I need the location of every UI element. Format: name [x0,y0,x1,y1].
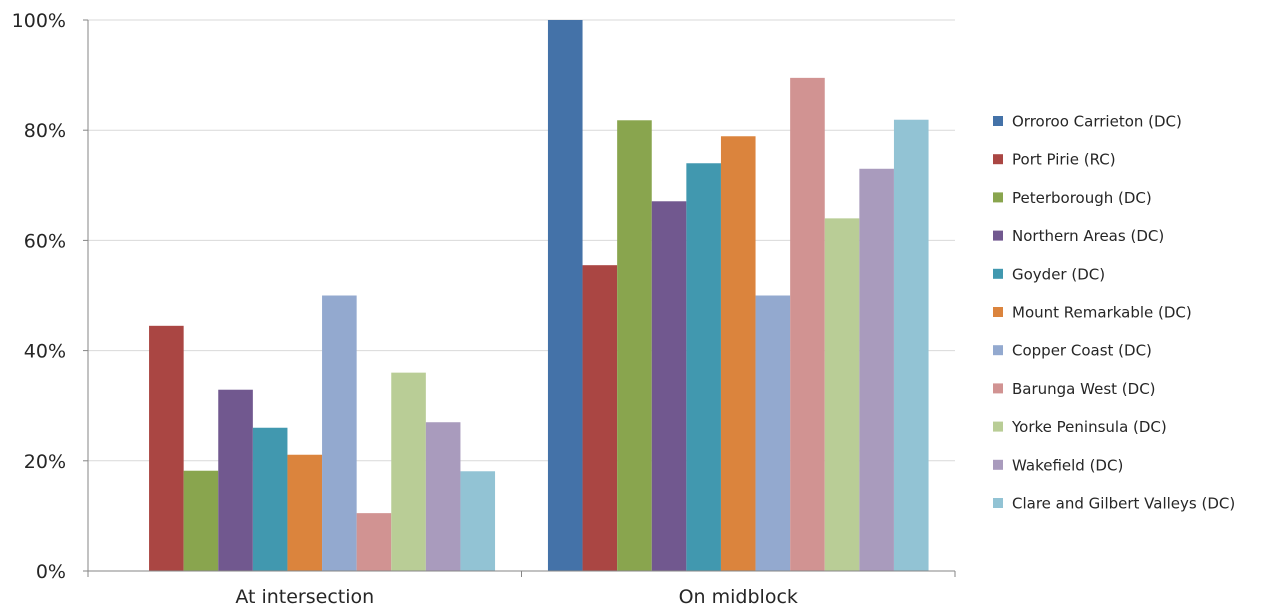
legend-item: Orroroo Carrieton (DC) [993,113,1182,131]
bar [617,120,652,571]
legend-label: Port Pirie (RC) [1012,151,1116,169]
legend-label: Copper Coast (DC) [1012,342,1152,360]
legend-swatch [993,154,1003,165]
x-category-label: At intersection [235,586,374,608]
bar [391,372,426,571]
legend-swatch [993,421,1003,432]
bar [859,168,894,571]
legend-swatch [993,383,1003,394]
legend-swatch [993,116,1003,126]
legend-item: Peterborough (DC) [993,189,1152,207]
legend-item: Northern Areas (DC) [993,227,1164,245]
legend-swatch [993,230,1003,241]
bar [720,136,756,571]
legend-item: Port Pirie (RC) [993,151,1116,169]
legend-item: Wakefield (DC) [993,456,1123,474]
legend-item: Yorke Peninsula (DC) [993,418,1167,436]
bar [460,471,496,571]
y-tick-label: 40% [24,341,66,363]
bars [149,20,929,572]
bar [582,265,618,571]
bar [686,163,721,571]
legend-label: Goyder (DC) [1012,265,1105,283]
x-axis-category-labels: At intersection On midblock [235,586,798,608]
bar [356,513,392,571]
bar [218,389,253,571]
bar [893,119,929,571]
bar [651,201,687,571]
legend-label: Northern Areas (DC) [1012,227,1164,245]
legend-item: Clare and Gilbert Valleys (DC) [993,495,1235,513]
bar [252,427,288,571]
x-category-label: On midblock [679,586,798,608]
legend-label: Wakefield (DC) [1012,456,1123,474]
legend-label: Barunga West (DC) [1012,380,1156,398]
bar [322,295,357,571]
y-tick-label: 80% [24,120,66,142]
legend-swatch [993,192,1003,203]
legend-swatch [993,345,1003,356]
bar [183,470,219,571]
axes [87,20,956,577]
legend-item: Barunga West (DC) [993,380,1156,398]
legend-item: Mount Remarkable (DC) [993,304,1192,322]
bar [824,218,860,572]
bar [425,422,461,571]
legend-label: Peterborough (DC) [1012,189,1152,207]
legend-swatch [993,459,1003,470]
legend-item: Goyder (DC) [993,265,1105,283]
y-tick-label: 100% [12,10,66,32]
bar [287,454,323,571]
bar [149,325,184,571]
bar [755,295,791,571]
legend: Orroroo Carrieton (DC) Port Pirie (RC) Pet… [993,113,1235,513]
legend-item: Copper Coast (DC) [993,342,1152,360]
legend-swatch [993,307,1003,317]
y-axis-tick-labels: 0% 20% 40% 60% 80% 100% [12,10,66,583]
bar [790,77,825,572]
legend-label: Clare and Gilbert Valleys (DC) [1012,495,1235,513]
legend-label: Yorke Peninsula (DC) [1011,418,1167,436]
legend-label: Mount Remarkable (DC) [1012,304,1192,322]
y-tick-label: 60% [24,230,66,252]
legend-label: Orroroo Carrieton (DC) [1012,113,1182,131]
legend-swatch [993,498,1003,508]
y-tick-label: 20% [24,451,66,473]
bar [547,20,583,571]
legend-swatch [993,268,1003,279]
y-tick-label: 0% [36,561,66,583]
